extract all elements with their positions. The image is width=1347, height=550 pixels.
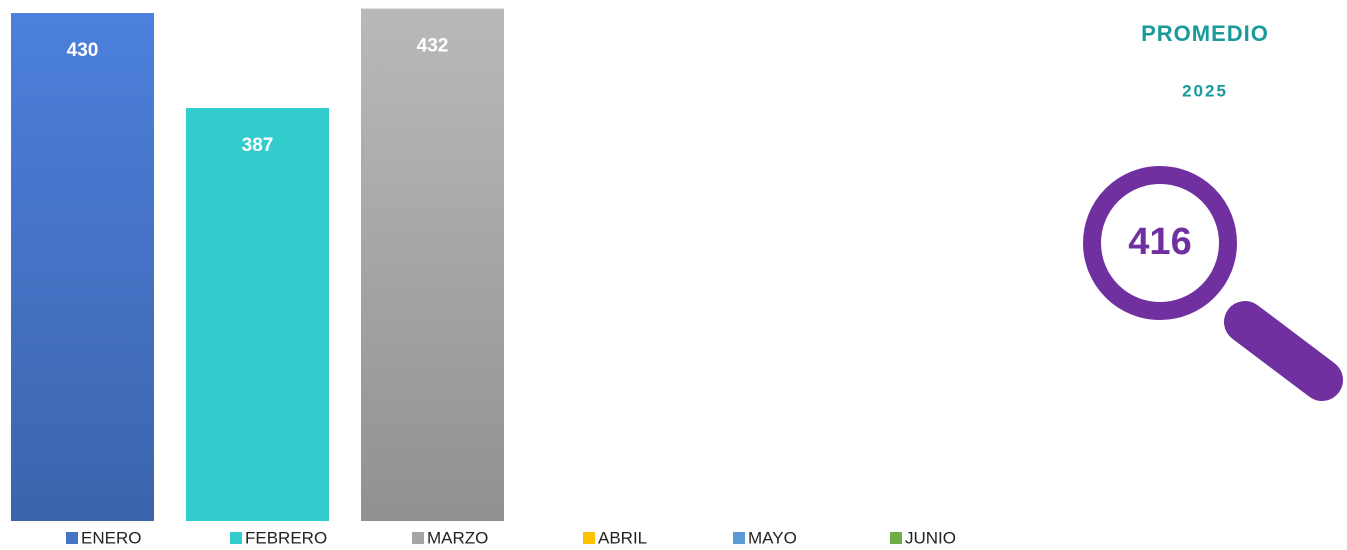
bar [186, 108, 329, 521]
magnifier [1083, 166, 1343, 401]
callout-title: PROMEDIO [1141, 21, 1269, 46]
legend-swatch [230, 532, 242, 544]
legend-label: ENERO [81, 528, 141, 547]
legend-swatch [583, 532, 595, 544]
callout-value: 416 [1128, 221, 1191, 263]
data-label: 432 [417, 36, 449, 57]
data-label: 387 [242, 135, 274, 156]
legend-label: FEBRERO [245, 528, 327, 547]
data-label: 430 [67, 40, 99, 61]
legend-swatch [890, 532, 902, 544]
bar [11, 13, 154, 522]
legend-swatch [412, 532, 424, 544]
legend-label: MAYO [748, 528, 797, 547]
legend-label: ABRIL [598, 528, 647, 547]
bar [361, 8, 504, 521]
legend-swatch [733, 532, 745, 544]
callout-subtitle: 2025 [1182, 81, 1228, 100]
legend-swatch [66, 532, 78, 544]
magnifier-handle [1224, 301, 1343, 401]
magnifier-ring [1083, 166, 1237, 320]
legend-label: MARZO [427, 528, 488, 547]
legend-label: JUNIO [905, 528, 956, 547]
